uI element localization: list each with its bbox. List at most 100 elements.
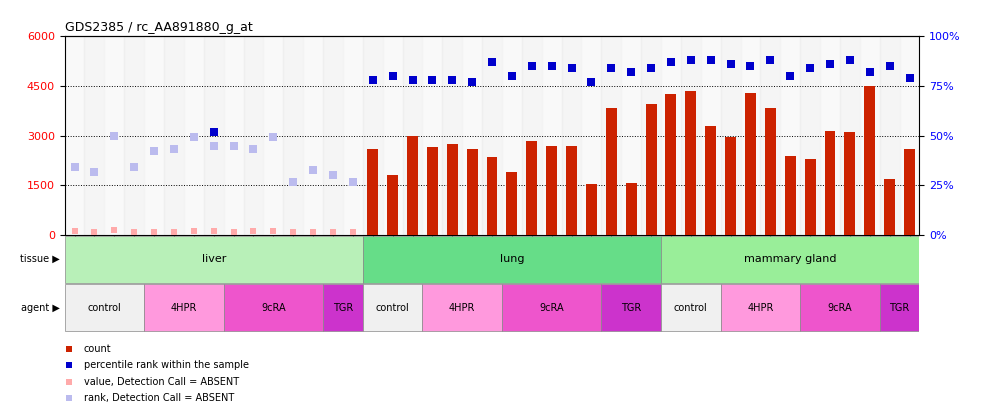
Text: rank, Detection Call = ABSENT: rank, Detection Call = ABSENT: [83, 393, 234, 403]
Bar: [681, 36, 701, 235]
Text: 4HPR: 4HPR: [171, 303, 197, 313]
Bar: [666, 94, 676, 235]
Text: TGR: TGR: [890, 303, 910, 313]
Text: agent ▶: agent ▶: [21, 303, 60, 313]
Bar: [765, 108, 775, 235]
Bar: [368, 149, 379, 235]
Bar: [746, 93, 755, 235]
Bar: [641, 36, 661, 235]
Bar: [900, 36, 919, 235]
Bar: [487, 157, 498, 235]
Bar: [502, 36, 522, 235]
Bar: [184, 36, 204, 235]
Bar: [224, 36, 244, 235]
Text: 9cRA: 9cRA: [261, 303, 285, 313]
Bar: [442, 36, 462, 235]
Text: lung: lung: [500, 254, 524, 264]
Text: 4HPR: 4HPR: [747, 303, 773, 313]
Bar: [741, 36, 760, 235]
Bar: [383, 36, 403, 235]
Bar: [502, 284, 601, 331]
Text: mammary gland: mammary gland: [744, 254, 837, 264]
Bar: [581, 36, 601, 235]
Bar: [403, 36, 422, 235]
Bar: [104, 36, 124, 235]
Bar: [840, 36, 860, 235]
Text: TGR: TGR: [621, 303, 641, 313]
Bar: [482, 36, 502, 235]
Bar: [363, 236, 661, 283]
Bar: [880, 36, 900, 235]
Bar: [343, 36, 363, 235]
Bar: [885, 179, 895, 235]
Bar: [760, 36, 780, 235]
Bar: [621, 36, 641, 235]
Bar: [601, 284, 661, 331]
Bar: [363, 36, 383, 235]
Bar: [805, 159, 815, 235]
Bar: [860, 36, 880, 235]
Bar: [303, 36, 323, 235]
Bar: [780, 36, 800, 235]
Bar: [124, 36, 144, 235]
Bar: [905, 149, 914, 235]
Bar: [562, 36, 581, 235]
Text: percentile rank within the sample: percentile rank within the sample: [83, 360, 248, 370]
Bar: [164, 36, 184, 235]
Bar: [224, 284, 323, 331]
Bar: [606, 108, 616, 235]
Bar: [721, 284, 800, 331]
Text: control: control: [376, 303, 410, 313]
Text: control: control: [87, 303, 121, 313]
Text: value, Detection Call = ABSENT: value, Detection Call = ABSENT: [83, 377, 239, 386]
Bar: [820, 36, 840, 235]
Bar: [800, 36, 820, 235]
Bar: [507, 172, 518, 235]
Bar: [447, 144, 458, 235]
Bar: [323, 36, 343, 235]
Bar: [646, 104, 656, 235]
Bar: [626, 183, 636, 235]
Text: count: count: [83, 344, 111, 354]
Text: GDS2385 / rc_AA891880_g_at: GDS2385 / rc_AA891880_g_at: [65, 21, 252, 34]
Bar: [706, 126, 716, 235]
Bar: [263, 36, 283, 235]
Bar: [522, 36, 542, 235]
Bar: [462, 36, 482, 235]
Bar: [726, 137, 736, 235]
Bar: [721, 36, 741, 235]
Bar: [661, 236, 919, 283]
Bar: [144, 284, 224, 331]
Bar: [244, 36, 263, 235]
Bar: [686, 91, 696, 235]
Bar: [84, 36, 104, 235]
Text: 9cRA: 9cRA: [540, 303, 564, 313]
Text: 4HPR: 4HPR: [449, 303, 475, 313]
Bar: [283, 36, 303, 235]
Bar: [467, 149, 478, 235]
Text: tissue ▶: tissue ▶: [20, 254, 60, 264]
Bar: [363, 284, 422, 331]
Bar: [800, 284, 880, 331]
Bar: [542, 36, 562, 235]
Bar: [661, 284, 721, 331]
Text: control: control: [674, 303, 708, 313]
Bar: [408, 136, 418, 235]
Bar: [701, 36, 721, 235]
Bar: [422, 284, 502, 331]
Bar: [864, 86, 875, 235]
Text: TGR: TGR: [333, 303, 353, 313]
Bar: [65, 36, 84, 235]
Bar: [427, 147, 438, 235]
Bar: [601, 36, 621, 235]
Text: 9cRA: 9cRA: [828, 303, 852, 313]
Text: liver: liver: [202, 254, 226, 264]
Bar: [880, 284, 919, 331]
Bar: [661, 36, 681, 235]
Bar: [785, 156, 795, 235]
Bar: [65, 236, 363, 283]
Bar: [586, 183, 596, 235]
Bar: [547, 146, 557, 235]
Bar: [567, 146, 577, 235]
Bar: [144, 36, 164, 235]
